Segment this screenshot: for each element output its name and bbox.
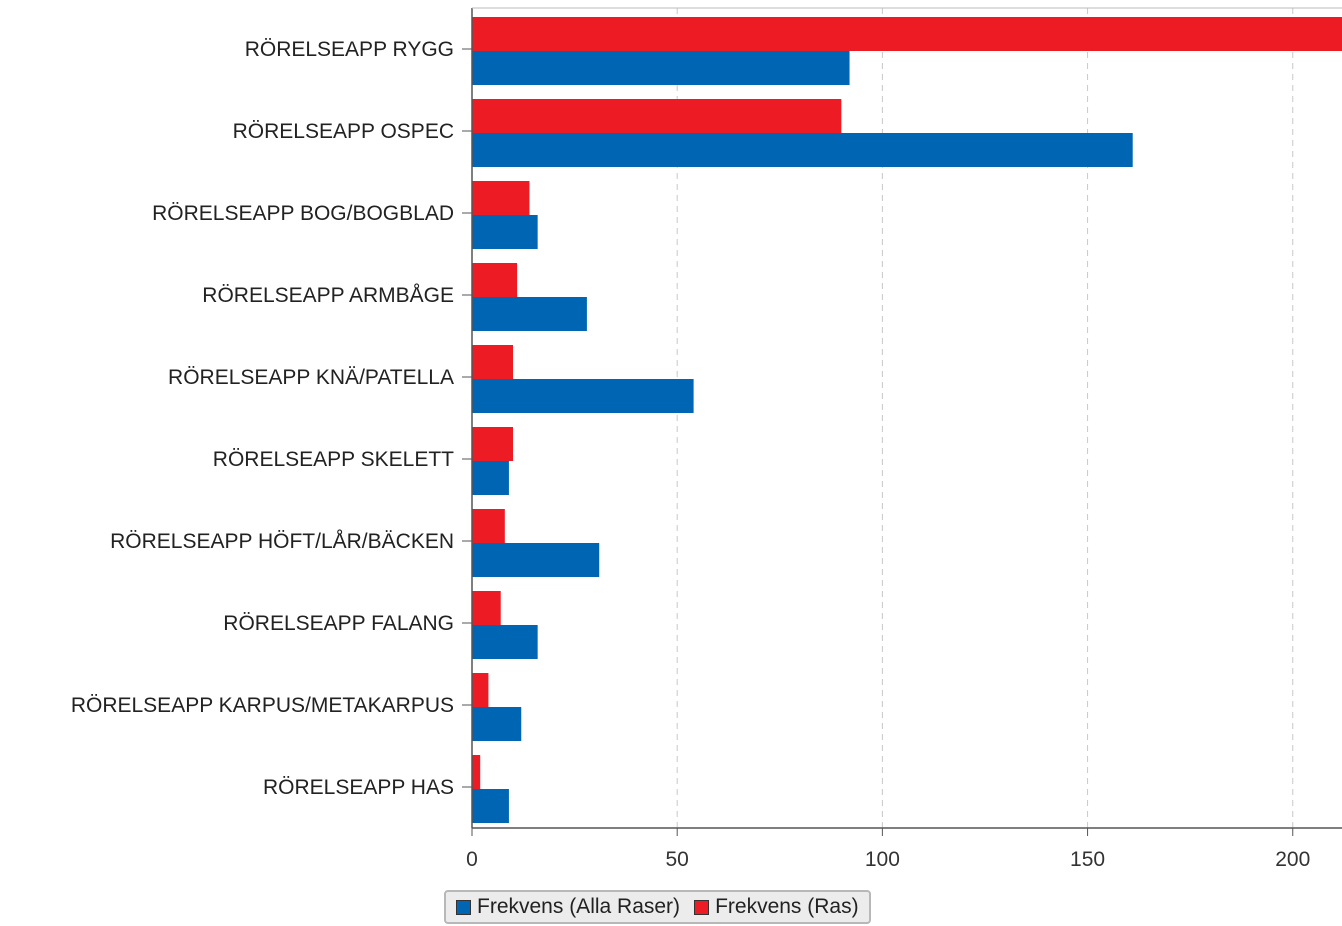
category-label: RÖRELSEAPP RYGG bbox=[245, 38, 454, 61]
category-label: RÖRELSEAPP BOG/BOGBLAD bbox=[152, 202, 454, 225]
bar-ras[interactable] bbox=[472, 755, 481, 789]
chart-legend: Frekvens (Alla Raser) Frekvens (Ras) bbox=[444, 890, 871, 924]
bar-ras[interactable] bbox=[472, 591, 501, 625]
bar-alla-raser[interactable] bbox=[472, 379, 694, 413]
bar-ras[interactable] bbox=[472, 17, 1342, 51]
bar-alla-raser[interactable] bbox=[472, 543, 600, 577]
bar-ras[interactable] bbox=[472, 673, 489, 707]
labels: 0 50 100 150 200 RÖRELSEAPP RYGG RÖRELSEAPP OS… bbox=[71, 38, 1310, 871]
x-tick-label: 100 bbox=[865, 848, 900, 871]
bar-ras[interactable] bbox=[472, 509, 505, 543]
bar-alla-raser[interactable] bbox=[472, 297, 587, 331]
x-tick-label: 0 bbox=[466, 848, 478, 871]
bar-alla-raser[interactable] bbox=[472, 51, 850, 85]
bar-ras[interactable] bbox=[472, 99, 842, 133]
bar-alla-raser[interactable] bbox=[472, 461, 509, 495]
category-label: RÖRELSEAPP FALANG bbox=[223, 612, 454, 635]
bar-ras[interactable] bbox=[472, 345, 514, 379]
bar-alla-raser[interactable] bbox=[472, 707, 522, 741]
x-tick-label: 50 bbox=[666, 848, 689, 871]
bar-ras[interactable] bbox=[472, 181, 530, 215]
category-label: RÖRELSEAPP OSPEC bbox=[233, 120, 454, 143]
bar-alla-raser[interactable] bbox=[472, 789, 509, 823]
category-label: RÖRELSEAPP ARMBÅGE bbox=[202, 284, 454, 307]
bars bbox=[472, 17, 1342, 823]
x-tick-label: 200 bbox=[1275, 848, 1310, 871]
bar-ras[interactable] bbox=[472, 427, 514, 461]
legend-label-ras: Frekvens (Ras) bbox=[715, 895, 859, 918]
category-label: RÖRELSEAPP HÖFT/LÅR/BÄCKEN bbox=[110, 530, 454, 553]
legend-swatch-red bbox=[694, 899, 710, 915]
category-label: RÖRELSEAPP KNÄ/PATELLA bbox=[168, 366, 454, 389]
category-label: RÖRELSEAPP HAS bbox=[263, 776, 454, 799]
axes bbox=[462, 7, 1342, 836]
legend-label-alla-raser: Frekvens (Alla Raser) bbox=[477, 895, 681, 918]
bar-alla-raser[interactable] bbox=[472, 625, 538, 659]
bar-alla-raser[interactable] bbox=[472, 215, 538, 249]
category-label: RÖRELSEAPP KARPUS/METAKARPUS bbox=[71, 694, 454, 717]
x-tick-label: 150 bbox=[1070, 848, 1105, 871]
bar-alla-raser[interactable] bbox=[472, 133, 1133, 167]
legend-item-alla-raser[interactable]: Frekvens (Alla Raser) bbox=[456, 895, 680, 919]
bar-ras[interactable] bbox=[472, 263, 518, 297]
legend-swatch-blue bbox=[456, 899, 471, 915]
legend-item-ras[interactable]: Frekvens (Ras) bbox=[694, 895, 859, 919]
category-label: RÖRELSEAPP SKELETT bbox=[213, 448, 454, 471]
